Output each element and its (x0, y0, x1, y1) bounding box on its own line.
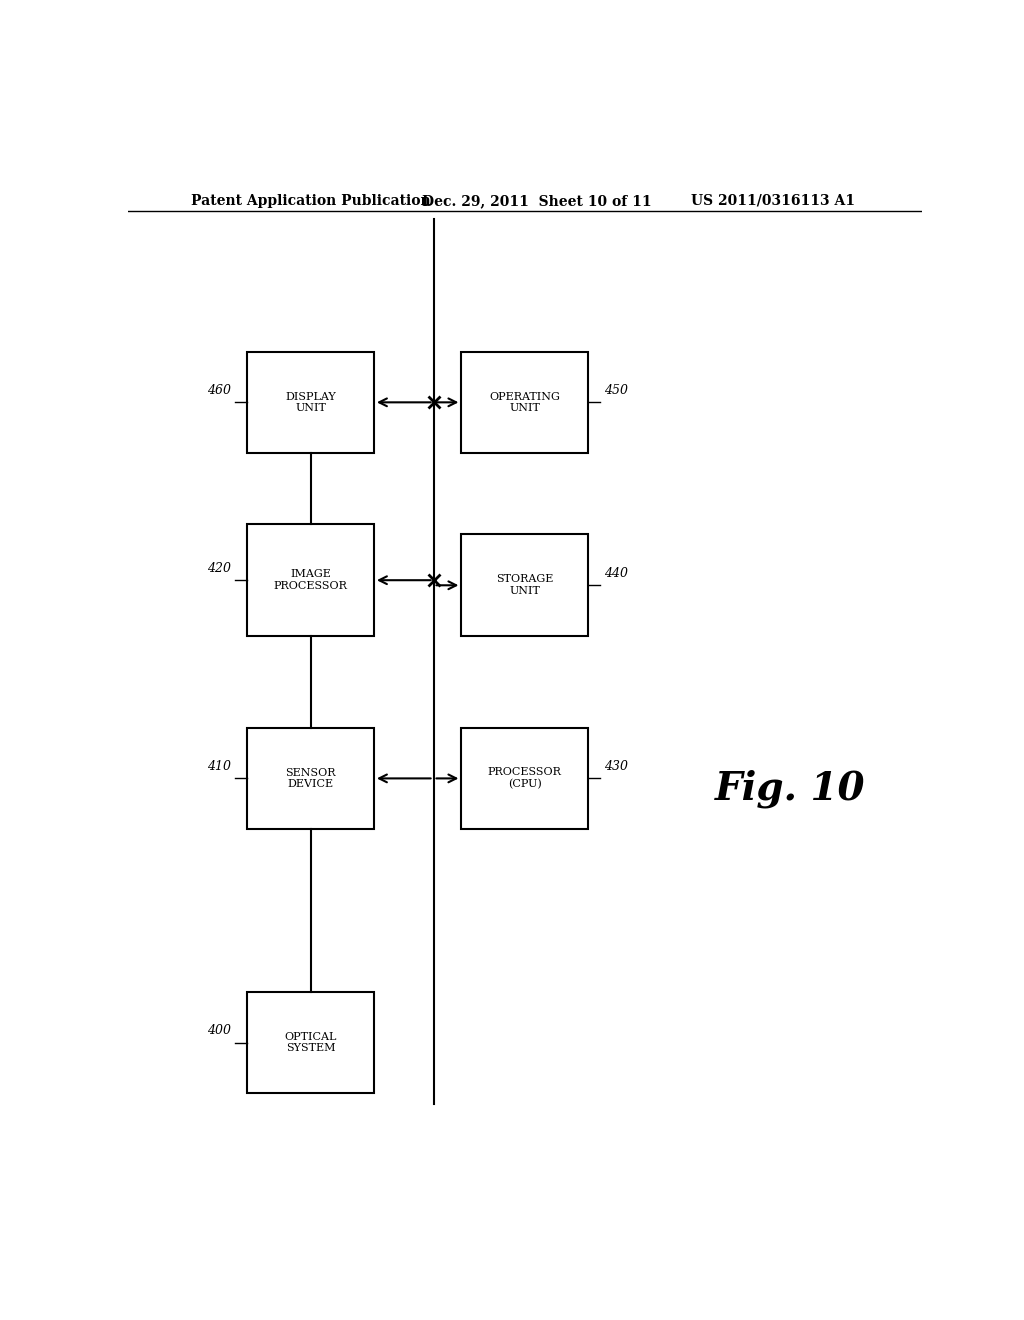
Bar (247, 727, 374, 829)
Text: 440: 440 (604, 566, 628, 579)
Text: PROCESSOR
(CPU): PROCESSOR (CPU) (487, 767, 562, 789)
Text: SENSOR
DEVICE: SENSOR DEVICE (286, 768, 336, 789)
Text: STORAGE
UNIT: STORAGE UNIT (496, 574, 554, 597)
Text: Dec. 29, 2011  Sheet 10 of 11: Dec. 29, 2011 Sheet 10 of 11 (422, 194, 651, 209)
Bar (247, 351, 374, 453)
Bar (461, 535, 588, 636)
Text: 410: 410 (207, 760, 231, 772)
Text: OPTICAL
SYSTEM: OPTICAL SYSTEM (285, 1032, 337, 1053)
Text: Fig. 10: Fig. 10 (715, 770, 865, 808)
Bar (461, 727, 588, 829)
Text: OPERATING
UNIT: OPERATING UNIT (489, 392, 560, 413)
Text: 460: 460 (207, 384, 231, 396)
Bar (247, 524, 374, 636)
Text: IMAGE
PROCESSOR: IMAGE PROCESSOR (273, 569, 347, 591)
Text: Patent Application Publication: Patent Application Publication (191, 194, 431, 209)
Bar (247, 991, 374, 1093)
Text: DISPLAY
UNIT: DISPLAY UNIT (285, 392, 336, 413)
Bar (461, 351, 588, 453)
Text: 420: 420 (207, 561, 231, 574)
Text: 450: 450 (604, 384, 628, 396)
Text: US 2011/0316113 A1: US 2011/0316113 A1 (691, 194, 855, 209)
Text: 400: 400 (207, 1024, 231, 1038)
Text: 430: 430 (604, 760, 628, 772)
